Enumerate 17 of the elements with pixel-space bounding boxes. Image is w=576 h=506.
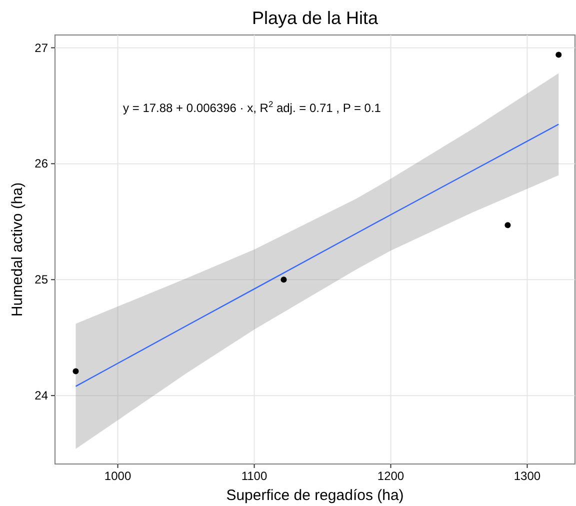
x-tick-label: 1300 — [514, 469, 541, 483]
x-tick-label: 1200 — [377, 469, 404, 483]
y-tick-label: 27 — [34, 40, 48, 55]
x-tick-label: 1000 — [104, 469, 132, 483]
line-series — [75, 124, 560, 387]
y-tick-label: 24 — [34, 388, 48, 403]
annotation: y = 17.88 + 0.006396 · x, R$^{2}$ adj. = 0.71 , P = 0.1 — [123, 99, 382, 115]
chart-title: Playa de la Hita — [252, 8, 380, 28]
point — [72, 368, 79, 374]
x-axis-title: Superfice de regadíos (ha) — [226, 487, 404, 504]
x-tick-label: 1100 — [241, 469, 268, 483]
point — [504, 222, 511, 228]
y-tick-label: 26 — [34, 156, 48, 171]
y-axis-title: Humedal activo (ha) — [9, 182, 26, 317]
point — [280, 276, 287, 283]
point — [556, 52, 562, 58]
y-tick-label: 25 — [34, 272, 48, 287]
